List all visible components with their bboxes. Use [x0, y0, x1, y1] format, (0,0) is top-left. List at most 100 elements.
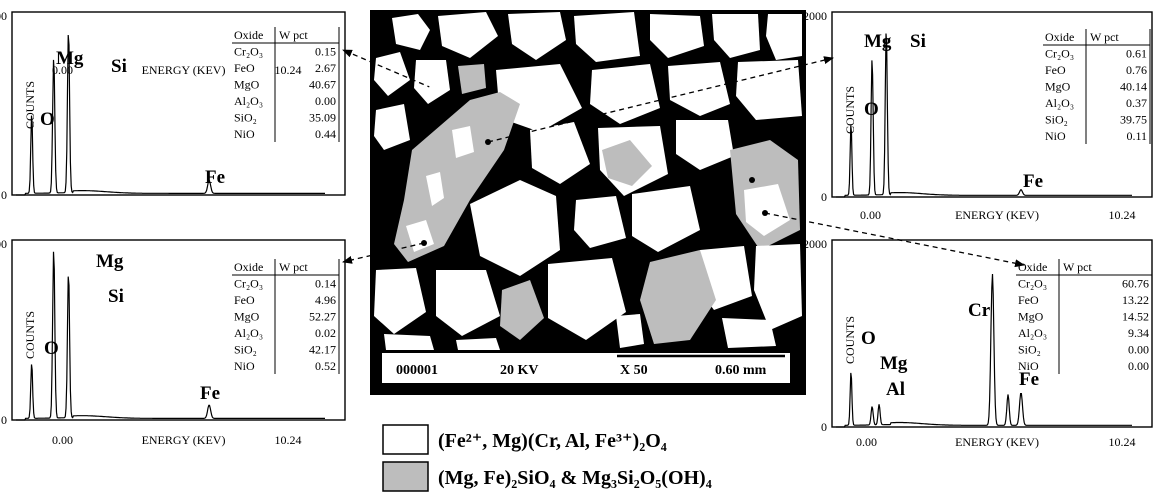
- table-cell-value: 0.02: [315, 326, 336, 340]
- chromite-grain: [736, 60, 802, 120]
- chromite-grain: [744, 184, 790, 236]
- table-cell-value: 40.14: [1120, 80, 1147, 94]
- chromite-grain: [456, 338, 500, 350]
- table-cell-value: 60.76: [1122, 277, 1149, 291]
- chromite-grain: [590, 64, 660, 124]
- table-cell-value: 39.75: [1120, 113, 1147, 127]
- table-cell-value: 4.96: [315, 293, 336, 307]
- chromite-grain: [574, 12, 640, 62]
- spectrum-line: [16, 34, 325, 196]
- chromite-grain: [406, 220, 434, 252]
- table-cell-value: 0.61: [1126, 47, 1147, 61]
- x-tick-label: 0.00: [860, 208, 881, 222]
- table-cell-oxide: SiO₂: [234, 343, 257, 357]
- table-cell-oxide: SiO₂: [1018, 343, 1041, 357]
- plot-frame: [831, 11, 1153, 198]
- plot-frame: [11, 239, 346, 421]
- table-cell-oxide: Cr₂O₃: [1018, 277, 1047, 291]
- table-cell-value: 0.52: [315, 359, 336, 373]
- table-header: Oxide: [234, 28, 263, 42]
- x-axis-label: ENERGY (KEV): [142, 433, 226, 447]
- x-tick-label: 10.24: [1109, 435, 1136, 449]
- table-cell-oxide: Cr₂O₃: [1045, 47, 1074, 61]
- legend-label: (Fe²⁺, Mg)(Cr, Al, Fe³⁺)₂O₄: [438, 430, 667, 452]
- peak-label-o: O: [861, 328, 876, 349]
- table-cell-oxide: FeO: [1045, 63, 1066, 77]
- table-cell-oxide: FeO: [234, 61, 255, 75]
- table-cell-oxide: NiO: [234, 127, 255, 141]
- table-cell-value: 0.00: [315, 94, 336, 108]
- sem-micrograph: 000001 20 KV X 50 0.60 mm: [370, 10, 806, 395]
- chromite-grain: [574, 196, 626, 248]
- table-cell-oxide: SiO₂: [1045, 113, 1068, 127]
- table-cell-oxide: Cr₂O₃: [234, 45, 263, 59]
- chromite-grain: [754, 244, 802, 330]
- chromite-grain: [676, 120, 734, 170]
- peak-label-fe: Fe: [1019, 369, 1039, 390]
- chromite-grain: [548, 258, 626, 340]
- table-cell-value: 0.00: [1128, 359, 1149, 373]
- chromite-grain: [668, 62, 730, 116]
- x-tick-label: 10.24: [1109, 208, 1136, 222]
- table-cell-value: 2.67: [315, 61, 336, 75]
- legend-swatch: [382, 461, 429, 492]
- x-tick-label: 0.00: [52, 433, 73, 447]
- y-tick-label: 2000: [803, 9, 827, 23]
- table-cell-value: 0.44: [315, 127, 336, 141]
- table-cell-oxide: FeO: [1018, 293, 1039, 307]
- table-header: W pct: [1063, 260, 1092, 274]
- x-axis-label: ENERGY (KEV): [955, 435, 1039, 449]
- table-cell-value: 0.11: [1126, 129, 1147, 143]
- table-cell-value: 52.27: [309, 310, 336, 324]
- chromite-grain: [374, 268, 426, 334]
- table-cell-oxide: Al₂O₃: [234, 94, 263, 108]
- peak-label-o: O: [40, 109, 55, 130]
- silicate-grain: [602, 140, 652, 186]
- table-cell-value: 40.67: [309, 78, 336, 92]
- spectrum-line: [836, 273, 1132, 428]
- chromite-grain: [452, 126, 474, 158]
- table-cell-oxide: Al₂O₃: [1045, 96, 1074, 110]
- chromite-grain: [712, 14, 760, 58]
- peak-label-si: Si: [108, 286, 124, 307]
- y-tick-label: 2000: [0, 237, 7, 251]
- oxide-table: Oxide W pct Cr₂O₃ 0.61 FeO 0.76 MgO 40.14 Al₂O₃ 0…: [1043, 29, 1151, 144]
- table-cell-oxide: SiO₂: [234, 111, 257, 125]
- y-axis-label: COUNTS: [843, 86, 857, 134]
- chromite-grain: [438, 12, 498, 58]
- table-header: Oxide: [234, 260, 263, 274]
- chromite-grain: [766, 14, 802, 60]
- table-cell-oxide: Cr₂O₃: [234, 277, 263, 291]
- legend-item-chromite: (Fe²⁺, Mg)(Cr, Al, Fe³⁺)₂O₄: [382, 424, 667, 455]
- analysis-arrows: [342, 49, 1025, 268]
- caption-scale: 0.60 mm: [715, 363, 767, 378]
- x-axis-label: ENERGY (KEV): [142, 63, 226, 77]
- x-tick-label: 10.24: [275, 63, 302, 77]
- chromite-grain: [650, 14, 704, 58]
- table-cell-oxide: Al₂O₃: [234, 326, 263, 340]
- y-axis-label: COUNTS: [23, 311, 37, 359]
- arrow-top-right: [485, 56, 834, 145]
- y-tick-label: 2000: [803, 237, 827, 251]
- chromite-grain: [426, 172, 444, 206]
- table-cell-oxide: NiO: [1018, 359, 1039, 373]
- chromite-grain: [470, 180, 560, 276]
- x-tick-label: 10.24: [275, 433, 302, 447]
- table-cell-value: 14.52: [1122, 310, 1149, 324]
- silicate-grain: [500, 280, 544, 340]
- table-header: Oxide: [1018, 260, 1047, 274]
- table-header: W pct: [1090, 30, 1119, 44]
- table-cell-oxide: MgO: [1045, 80, 1071, 94]
- x-axis-label: ENERGY (KEV): [955, 208, 1039, 222]
- caption-id: 000001: [396, 363, 438, 378]
- peak-label-al: Al: [886, 379, 905, 400]
- table-cell-oxide: FeO: [234, 293, 255, 307]
- y-tick-label: 0: [1, 188, 7, 202]
- arrow-bottom-left: [342, 240, 427, 264]
- arrow-extra-point: [749, 177, 755, 183]
- arrow-bottom-right: [762, 210, 1025, 268]
- arrow-top-left: [342, 49, 435, 91]
- table-cell-value: 0.14: [315, 277, 336, 291]
